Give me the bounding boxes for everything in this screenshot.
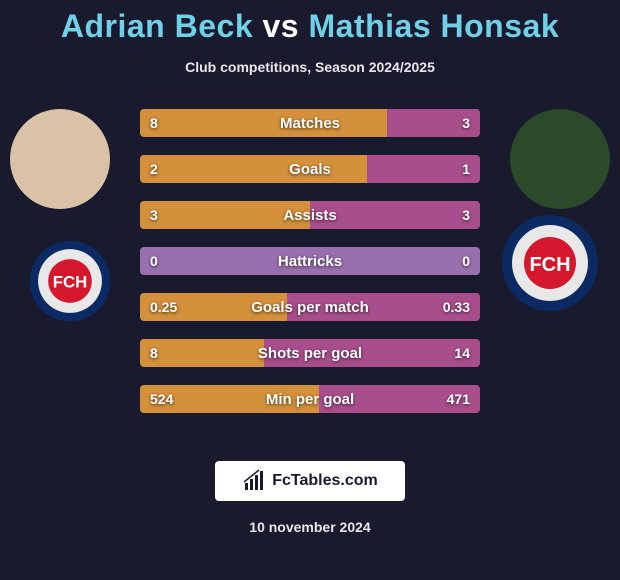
stat-bar-right	[287, 293, 480, 321]
chart-icon	[242, 469, 266, 493]
stat-bar-left	[140, 247, 310, 275]
stat-bar-left	[140, 385, 319, 413]
svg-text:FCH: FCH	[53, 273, 88, 292]
stat-bar-right	[310, 247, 480, 275]
stat-row: Assists33	[140, 201, 480, 229]
brand-text: FcTables.com	[272, 472, 378, 490]
brand-footer: FcTables.com	[215, 461, 405, 501]
title-player1: Adrian Beck	[61, 8, 253, 44]
stat-row: Matches83	[140, 109, 480, 137]
stat-bar-right	[367, 155, 480, 183]
player2-avatar	[510, 109, 610, 209]
player2-club-badge: FCH	[500, 213, 600, 313]
stat-row: Hattricks00	[140, 247, 480, 275]
stat-row: Shots per goal814	[140, 339, 480, 367]
page-title: Adrian Beck vs Mathias Honsak	[0, 0, 620, 45]
stat-bar-left	[140, 109, 387, 137]
subtitle: Club competitions, Season 2024/2025	[0, 59, 620, 75]
stat-bar-right	[319, 385, 480, 413]
club-badge-icon: FCH	[500, 213, 600, 313]
stat-row: Goals21	[140, 155, 480, 183]
club-badge-icon: FCH	[28, 239, 112, 323]
svg-text:FCH: FCH	[529, 254, 570, 276]
stat-bars: Matches83 Goals21 Assists33 Hattricks00 Goal…	[140, 109, 480, 431]
stat-bar-right	[387, 109, 480, 137]
player1-avatar	[10, 109, 110, 209]
date-text: 10 november 2024	[0, 519, 620, 535]
stat-bar-left	[140, 339, 264, 367]
player1-avatar-placeholder	[10, 109, 110, 209]
stat-bar-right	[264, 339, 480, 367]
stat-bar-left	[140, 201, 310, 229]
player2-avatar-placeholder	[510, 109, 610, 209]
comparison-content: FCH FCH Matches83 Goals21 Assists33 Hattric…	[0, 109, 620, 439]
stat-bar-left	[140, 293, 287, 321]
stat-row: Goals per match0.250.33	[140, 293, 480, 321]
player1-club-badge: FCH	[28, 239, 112, 323]
stat-bar-left	[140, 155, 367, 183]
title-vs: vs	[263, 8, 300, 44]
title-player2: Mathias Honsak	[308, 8, 559, 44]
stat-row: Min per goal524471	[140, 385, 480, 413]
stat-bar-right	[310, 201, 480, 229]
